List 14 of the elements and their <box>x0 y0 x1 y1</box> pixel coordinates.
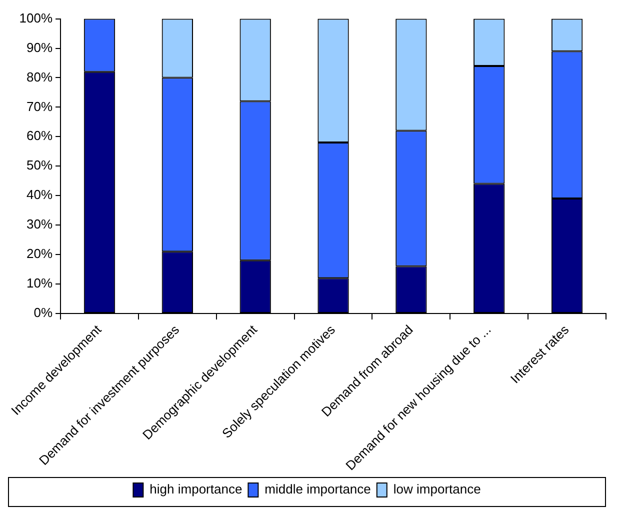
y-tick-label: 80% <box>26 69 53 84</box>
y-tick-label: 60% <box>26 128 53 144</box>
y-tick-label: 30% <box>26 216 53 232</box>
y-tick-label: 70% <box>26 98 53 114</box>
y-tick-label: 90% <box>26 40 53 55</box>
y-tick-label: 20% <box>26 246 53 262</box>
legend-label: high importance <box>150 482 242 497</box>
y-tick-label: 10% <box>26 276 53 291</box>
legend-label: low importance <box>393 482 481 497</box>
y-tick-label: 0% <box>34 305 53 320</box>
legend-label: middle importance <box>264 482 371 497</box>
y-tick-label: 50% <box>26 158 53 173</box>
y-tick-label: 40% <box>26 187 53 202</box>
y-tick-label: 100% <box>19 10 53 26</box>
